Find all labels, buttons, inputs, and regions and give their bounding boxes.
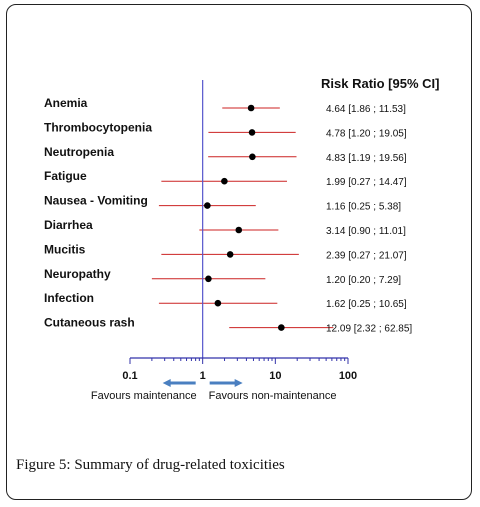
row-label: Anemia <box>44 96 88 110</box>
ci-value: 1.20 [0.20 ; 7.29] <box>326 275 401 286</box>
point-estimate <box>205 275 212 283</box>
row-label: Infection <box>44 291 94 305</box>
ci-value: 1.16 [0.25 ; 5.38] <box>326 202 401 213</box>
point-estimate <box>214 299 222 307</box>
point-estimate <box>278 324 285 331</box>
forest-row: Nausea - Vomiting 1.16 [0.25 ; 5.38] <box>44 194 401 213</box>
point-estimate <box>204 202 211 209</box>
ci-value: 4.83 [1.19 ; 19.56] <box>326 153 407 164</box>
ci-value: 12.09 [2.32 ; 62.85] <box>326 324 412 335</box>
x-tick-label: 10 <box>269 370 281 382</box>
figure-frame <box>6 4 472 500</box>
ci-header: Risk Ratio [95% CI] <box>321 76 439 91</box>
point-estimate <box>248 129 256 136</box>
favours-left-arrow <box>162 379 196 387</box>
forest-row: Infection 1.62 [0.25 ; 10.65] <box>44 291 407 310</box>
forest-row: Neutropenia 4.83 [1.19 ; 19.56] <box>44 145 407 164</box>
favours-right-label: Favours non-maintenance <box>209 390 337 402</box>
row-label: Diarrhea <box>44 218 93 232</box>
x-tick-label: 100 <box>339 370 357 382</box>
row-label: Fatigue <box>44 169 87 183</box>
forest-row: Diarrhea 3.14 [0.90 ; 11.01] <box>44 218 406 237</box>
forest-row: Fatigue 1.99 [0.27 ; 14.47] <box>44 169 407 188</box>
caption-text: Summary of drug-related toxicities <box>74 457 285 473</box>
ci-value: 1.62 [0.25 ; 10.65] <box>326 299 407 310</box>
row-label: Thrombocytopenia <box>44 120 152 134</box>
ci-value: 1.99 [0.27 ; 14.47] <box>326 177 407 188</box>
forest-row: Anemia 4.64 [1.86 ; 11.53] <box>44 96 406 115</box>
row-label: Nausea - Vomiting <box>44 194 148 208</box>
x-tick-label: 1 <box>200 370 206 382</box>
point-estimate <box>221 177 228 185</box>
row-label: Neutropenia <box>44 145 114 159</box>
favours-left-label: Favours maintenance <box>91 390 197 402</box>
ci-value: 4.64 [1.86 ; 11.53] <box>326 104 406 115</box>
point-estimate <box>247 104 255 112</box>
caption-label: Figure 5: <box>16 457 71 473</box>
point-estimate <box>226 251 234 258</box>
ci-value: 4.78 [1.20 ; 19.05] <box>326 128 407 139</box>
forest-row: Mucitis 2.39 [0.27 ; 21.07] <box>44 242 407 261</box>
row-label: Neuropathy <box>44 267 111 281</box>
forest-row: Thrombocytopenia 4.78 [1.20 ; 19.05] <box>44 120 407 139</box>
row-label: Mucitis <box>44 242 86 256</box>
point-estimate <box>249 153 256 161</box>
ci-value: 2.39 [0.27 ; 21.07] <box>326 250 407 261</box>
forest-row: Cutaneous rash 12.09 [2.32 ; 62.85] <box>44 316 412 335</box>
forest-row: Neuropathy 1.20 [0.20 ; 7.29] <box>44 267 401 286</box>
figure-caption: Figure 5: Summary of drug-related toxici… <box>16 457 285 474</box>
favours-right-arrow <box>209 379 243 387</box>
arrow-head <box>162 379 171 387</box>
row-label: Cutaneous rash <box>44 316 135 330</box>
x-tick-label: 0.1 <box>122 370 137 382</box>
forest-plot: Risk Ratio [95% CI] Anemia 4.64 [1.86 ; 1… <box>44 76 439 402</box>
point-estimate <box>235 226 243 234</box>
ci-value: 3.14 [0.90 ; 11.01] <box>326 226 406 237</box>
arrow-head <box>234 379 243 387</box>
